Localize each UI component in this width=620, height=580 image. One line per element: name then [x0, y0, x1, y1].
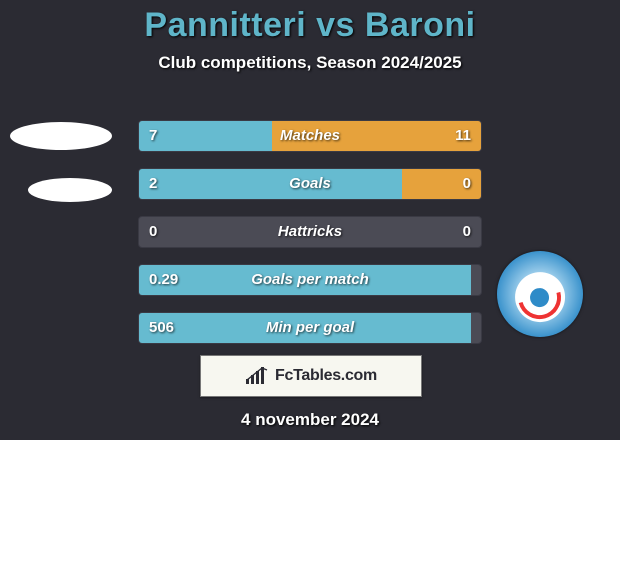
stat-row: 20Goals — [138, 168, 482, 200]
stat-label: Matches — [139, 121, 481, 151]
crest-placeholder-left-1 — [10, 122, 112, 150]
stat-label: Hattricks — [139, 217, 481, 247]
stat-row: 506Min per goal — [138, 312, 482, 344]
stat-row: 00Hattricks — [138, 216, 482, 248]
branding-box: FcTables.com — [200, 355, 422, 397]
crest-right-swirl-icon — [511, 268, 570, 327]
page-title: Pannitteri vs Baroni — [0, 0, 620, 45]
crest-placeholder-left-2 — [28, 178, 112, 202]
crest-right — [497, 251, 583, 337]
stat-label: Goals — [139, 169, 481, 199]
branding-text: FcTables.com — [275, 367, 377, 385]
page-subtitle: Club competitions, Season 2024/2025 — [0, 53, 620, 73]
stats-area: 711Matches 20Goals 00Hattricks 0.29Goals pe… — [138, 120, 482, 360]
stat-row: 711Matches — [138, 120, 482, 152]
bars-icon — [245, 367, 269, 385]
stat-row: 0.29Goals per match — [138, 264, 482, 296]
crest-right-inner — [515, 273, 565, 323]
footer-date: 4 november 2024 — [0, 410, 620, 430]
stat-label: Goals per match — [139, 265, 481, 295]
stat-label: Min per goal — [139, 313, 481, 343]
comparison-card: Pannitteri vs Baroni Club competitions, … — [0, 0, 620, 440]
